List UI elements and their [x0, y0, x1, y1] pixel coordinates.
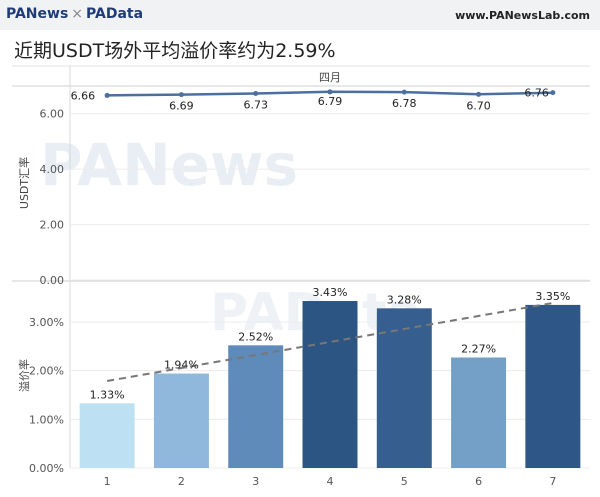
- site-url: www.PANewsLab.com: [455, 9, 590, 22]
- header-bar: PANews × PAData www.PANewsLab.com: [0, 0, 600, 30]
- premium-bar: [228, 345, 284, 468]
- premium-data-label: 3.35%: [535, 290, 570, 303]
- x-tick-label: 6: [475, 475, 482, 488]
- brand-padata: PAData: [86, 6, 144, 22]
- rate-data-label: 6.66: [71, 89, 96, 102]
- premium-data-label: 3.28%: [387, 293, 422, 306]
- bottom-y-tick-label: 0.00%: [29, 462, 64, 475]
- rate-point: [401, 89, 407, 95]
- premium-data-label: 2.52%: [238, 330, 273, 343]
- x-tick-label: 1: [104, 475, 111, 488]
- rate-data-label: 6.73: [243, 98, 268, 111]
- rate-data-label: 6.70: [466, 99, 491, 112]
- premium-bar: [525, 304, 581, 468]
- trend-line: [106, 301, 554, 382]
- premium-bar: [79, 403, 135, 468]
- chart-title: 近期USDT场外平均溢价率约为2.59%: [14, 40, 336, 62]
- bottom-y-tick-label: 1.00%: [29, 413, 64, 426]
- premium-data-label: 2.27%: [461, 342, 496, 355]
- premium-bar: [376, 308, 432, 468]
- rate-point: [550, 90, 556, 96]
- premium-data-label: 1.33%: [90, 388, 125, 401]
- x-tick-label: 5: [401, 475, 408, 488]
- rate-point: [327, 89, 333, 95]
- rate-point: [104, 92, 110, 98]
- brand-separator: ×: [71, 6, 84, 22]
- bottom-y-axis-label: 溢价率: [17, 359, 31, 392]
- rate-data-label: 6.76: [524, 87, 549, 100]
- top-y-tick-label: 0.00: [40, 274, 65, 287]
- rate-data-label: 6.69: [169, 100, 194, 113]
- top-y-tick-label: 2.00: [40, 219, 65, 232]
- rate-point: [178, 92, 184, 98]
- watermark-top: PANews: [40, 131, 298, 199]
- rate-data-label: 6.78: [392, 97, 417, 110]
- x-tick-label: 2: [178, 475, 185, 488]
- top-panel-header: 四月: [319, 71, 341, 84]
- top-y-axis-label: USDT汇率: [17, 157, 31, 209]
- rate-point: [476, 91, 482, 97]
- top-y-tick-label: 4.00: [40, 163, 65, 176]
- brand-logo: PANews × PAData: [6, 6, 143, 22]
- top-y-tick-label: 6.00: [40, 108, 65, 121]
- x-tick-label: 4: [327, 475, 334, 488]
- premium-bar: [153, 373, 209, 468]
- premium-data-label: 3.43%: [313, 286, 348, 299]
- bottom-y-tick-label: 3.00%: [29, 316, 64, 329]
- premium-bar: [302, 301, 358, 468]
- premium-bar: [451, 357, 507, 468]
- brand-panews: PANews: [6, 6, 69, 22]
- bottom-y-tick-label: 2.00%: [29, 365, 64, 378]
- rate-point: [253, 90, 259, 96]
- rate-data-label: 6.79: [318, 95, 343, 108]
- premium-data-label: 1.94%: [164, 359, 199, 372]
- x-tick-label: 3: [252, 475, 259, 488]
- x-tick-label: 7: [549, 475, 556, 488]
